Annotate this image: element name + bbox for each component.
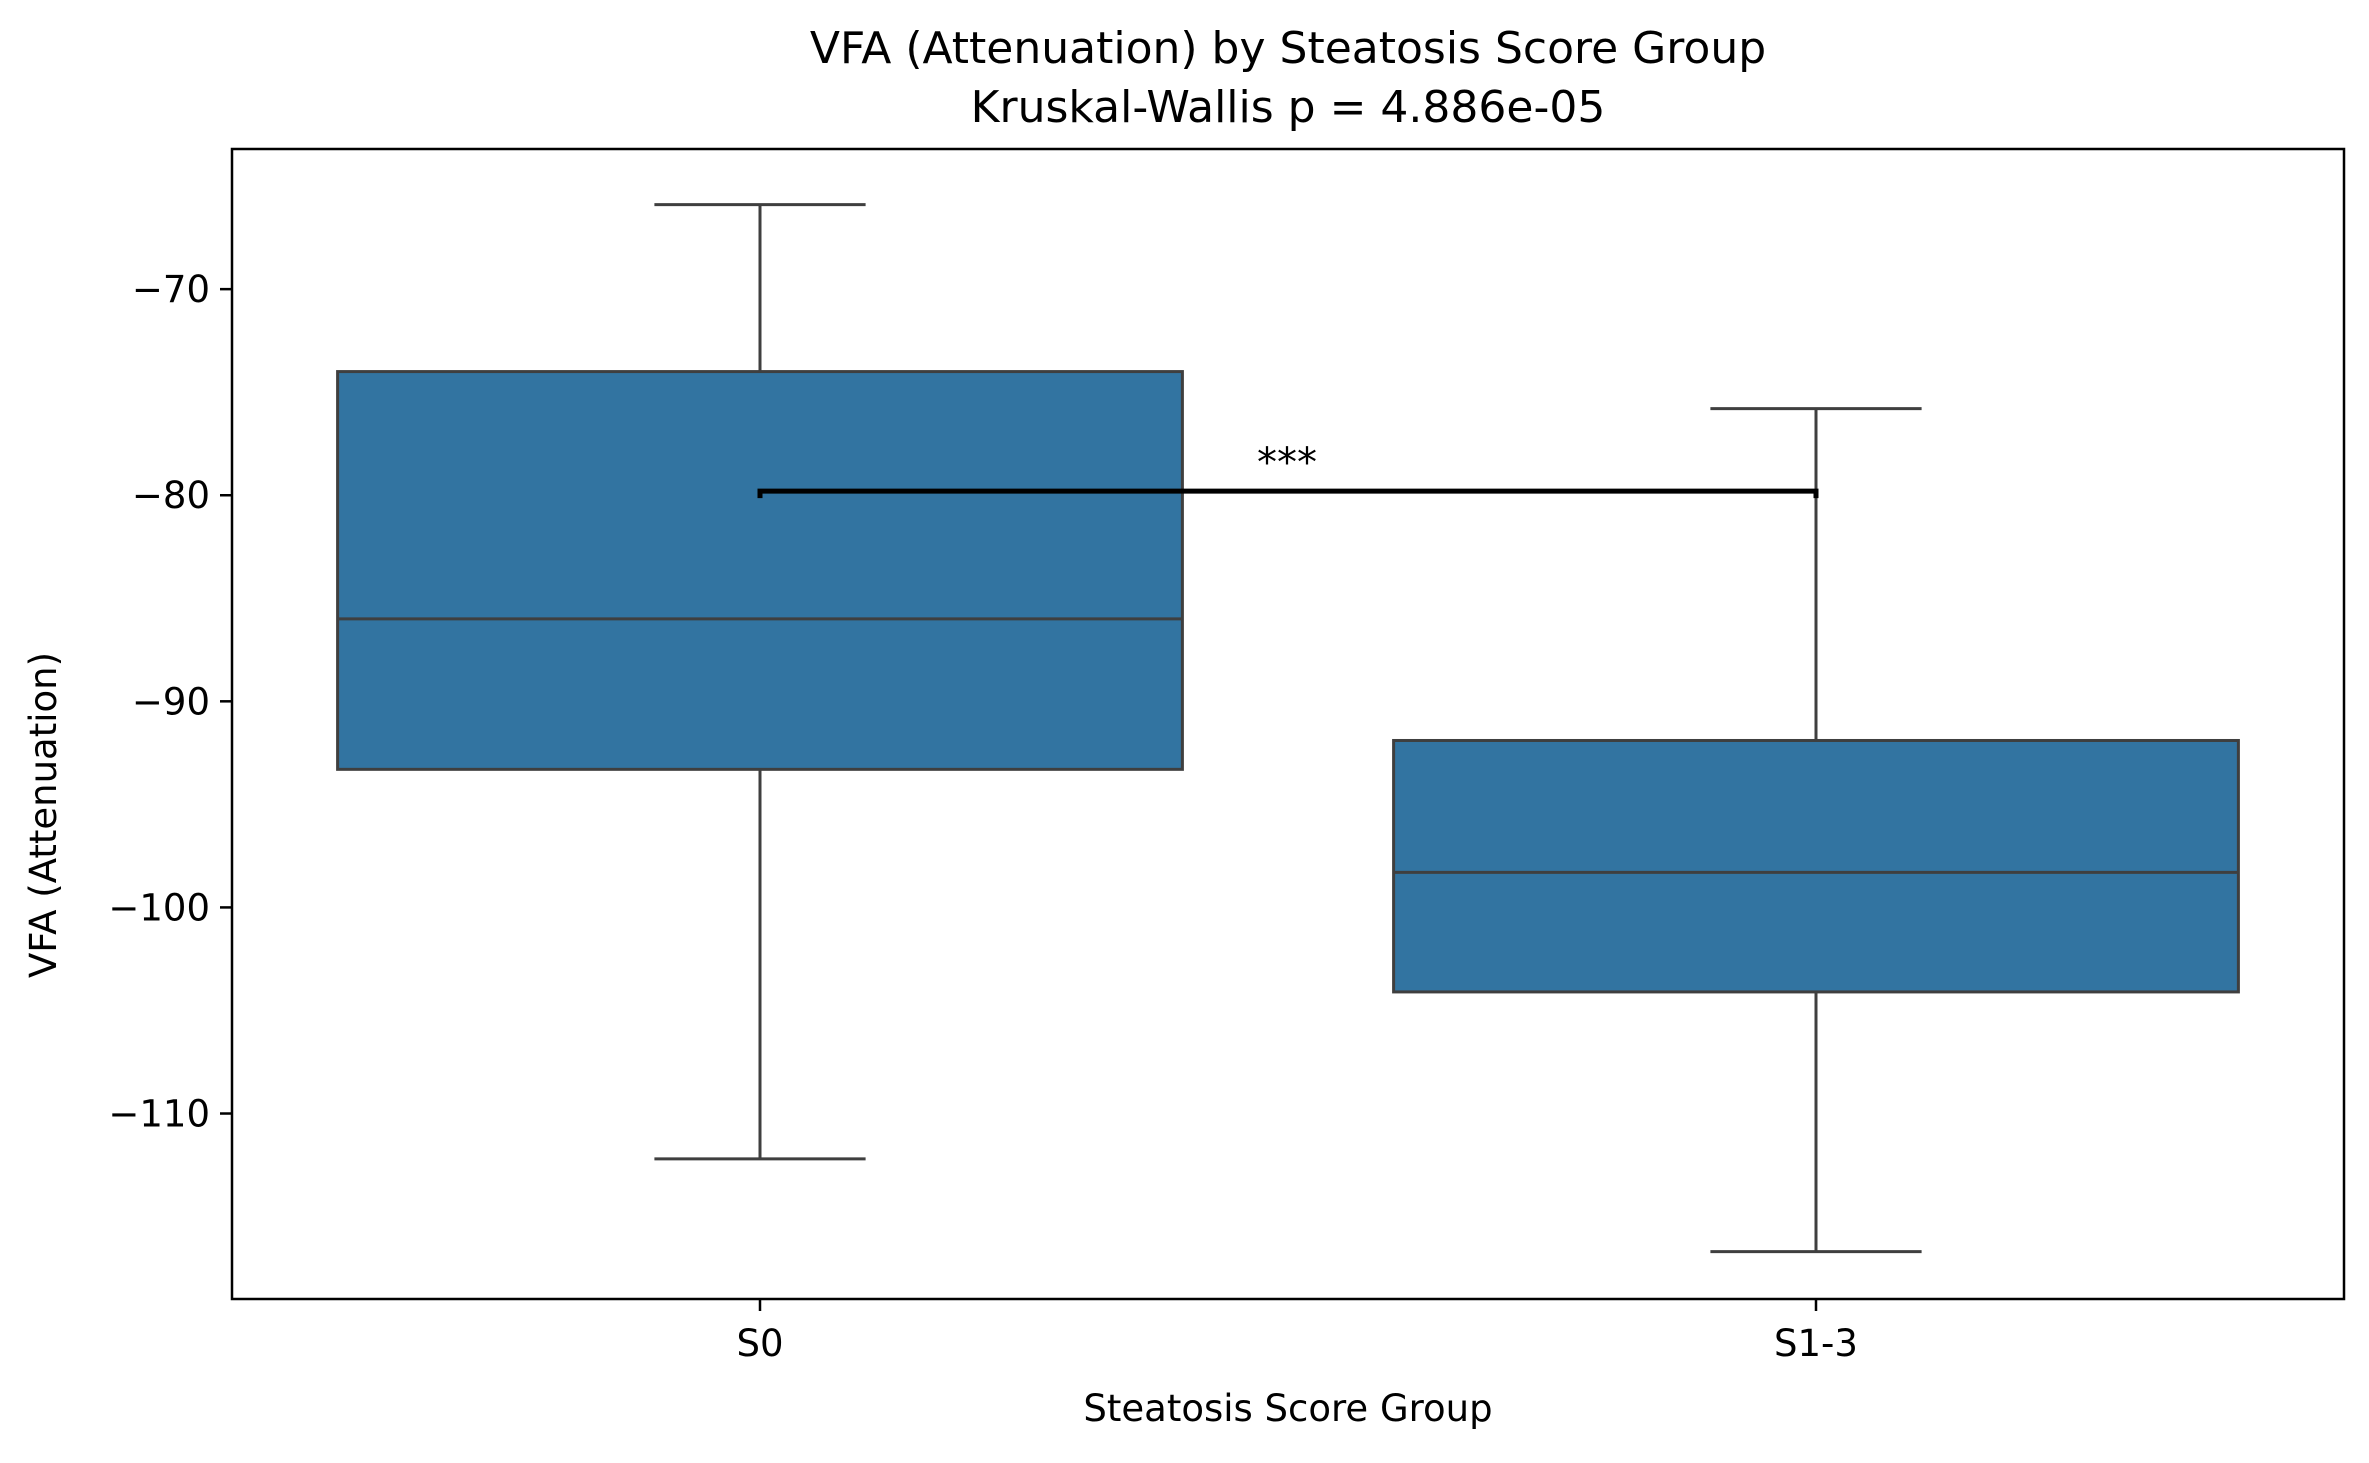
x-tick-label: S1-3 xyxy=(1774,1322,1858,1365)
bracket-line xyxy=(757,488,1819,499)
x-axis-ticks: S0 S1-3 xyxy=(736,1299,1858,1365)
plot-area: *** xyxy=(230,147,2346,1301)
x-tick-label: S0 xyxy=(736,1322,783,1365)
x-axis-label: Steatosis Score Group xyxy=(1083,1387,1492,1430)
box-body xyxy=(1392,738,2240,994)
box-1 xyxy=(336,203,1184,1161)
y-tick-label: −90 xyxy=(132,680,210,723)
box-body xyxy=(336,370,1184,771)
y-tick-label: −110 xyxy=(108,1093,210,1136)
chart-title: VFA (Attenuation) by Steatosis Score Gro… xyxy=(810,23,1766,74)
y-tick-label: −70 xyxy=(132,268,210,311)
significance-stars: *** xyxy=(1257,440,1317,486)
significance-bracket: *** xyxy=(757,440,1819,499)
y-tick-label: −80 xyxy=(132,474,210,517)
axes-frame xyxy=(230,147,2346,1301)
box-2 xyxy=(1392,407,2240,1254)
y-axis-ticks: −70 −80 −90 −100 −110 xyxy=(108,268,232,1136)
y-tick-label: −100 xyxy=(108,886,210,929)
chart-subtitle: Kruskal-Wallis p = 4.886e-05 xyxy=(971,82,1606,133)
y-axis-label: VFA (Attenuation) xyxy=(22,652,65,978)
